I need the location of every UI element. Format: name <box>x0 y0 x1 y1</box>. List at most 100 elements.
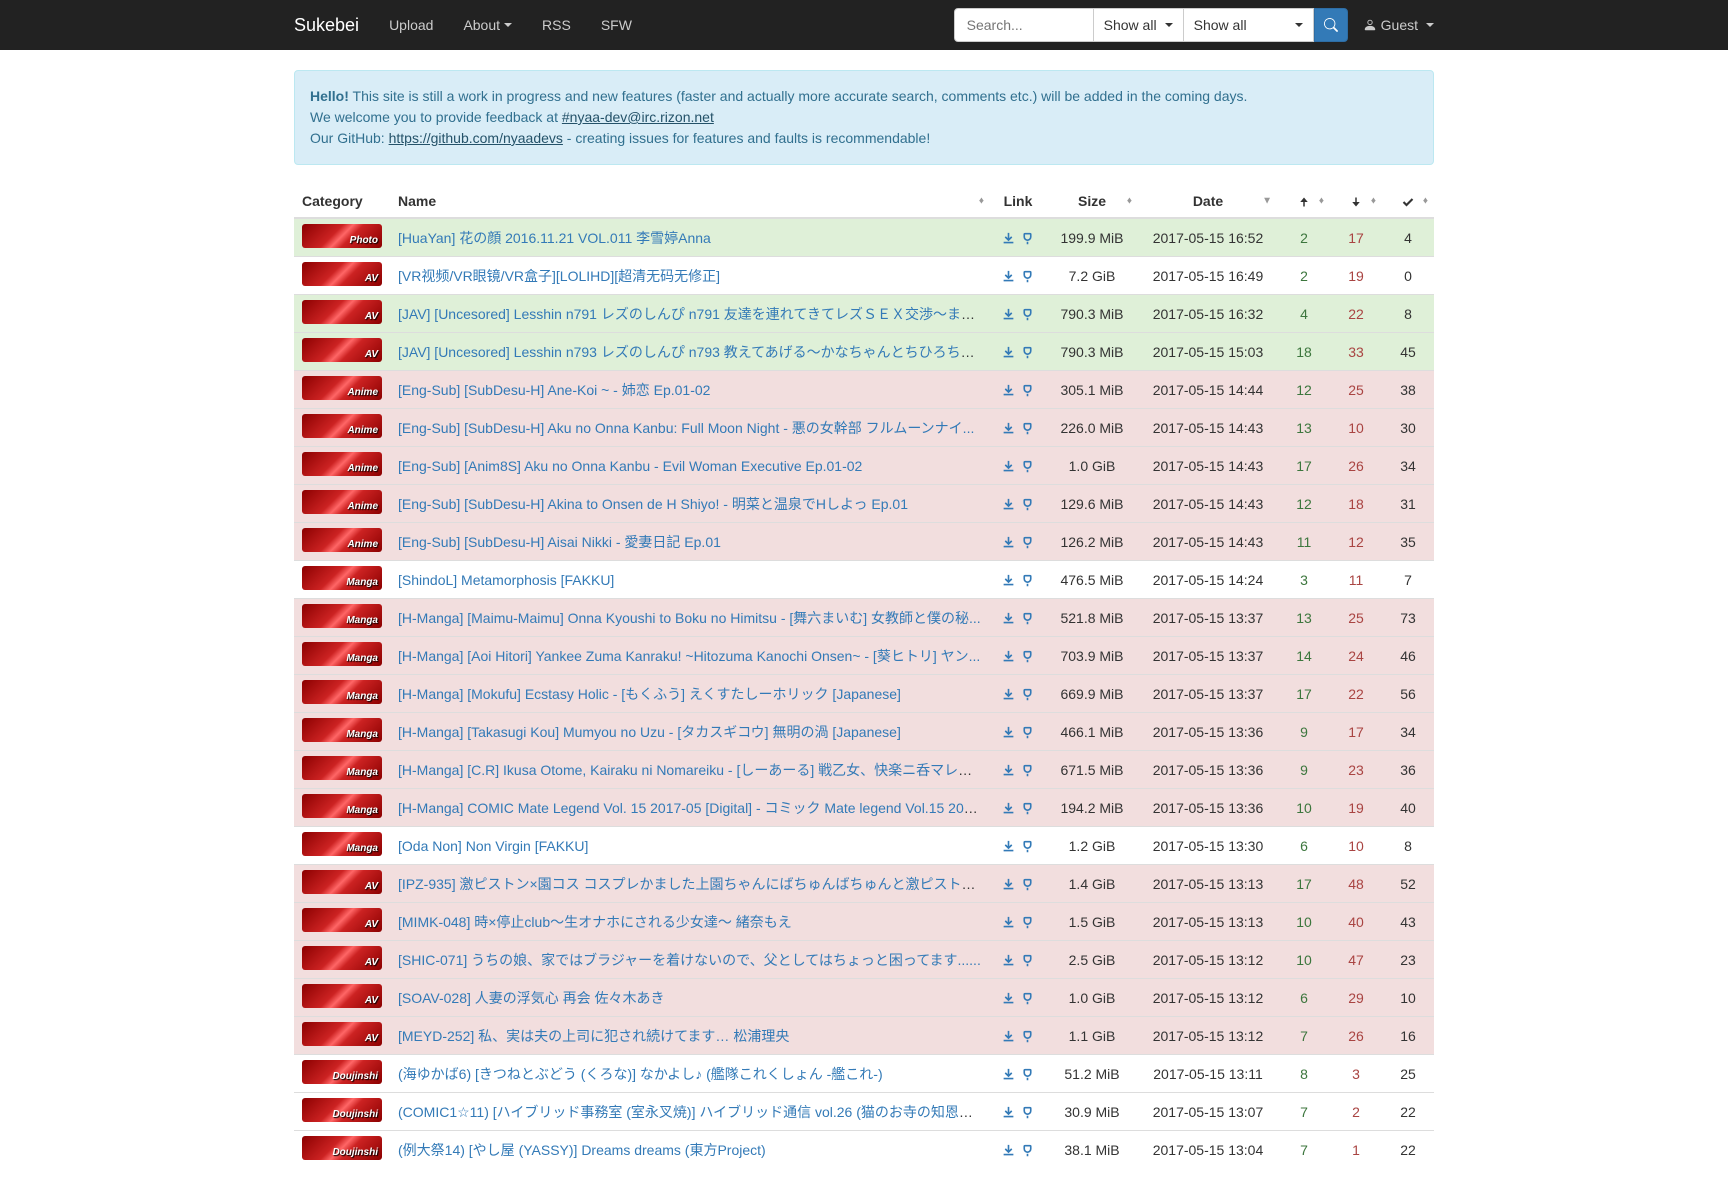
torrent-name-link[interactable]: [Eng-Sub] [SubDesu-H] Aisai Nikki - 愛妻日記… <box>398 534 721 550</box>
magnet-link[interactable] <box>1021 800 1034 816</box>
th-downloads[interactable]: ♦ <box>1382 185 1434 218</box>
torrent-name-link[interactable]: [SOAV-028] 人妻の浮気心 再会 佐々木あき <box>398 990 665 1006</box>
torrent-name-link[interactable]: [JAV] [Uncesored] Lesshin n791 レズのしんぴ n7… <box>398 306 987 322</box>
download-link[interactable] <box>1002 952 1015 968</box>
category-badge[interactable]: Anime <box>302 528 382 552</box>
magnet-link[interactable] <box>1021 990 1034 1006</box>
filter-select-1[interactable]: Show all <box>1094 8 1184 42</box>
torrent-name-link[interactable]: [MEYD-252] 私、実は夫の上司に犯され続けてます… 松浦理央 <box>398 1028 789 1044</box>
category-badge[interactable]: Doujinshi <box>302 1136 382 1160</box>
torrent-name-link[interactable]: (COMIC1☆11) [ハイブリッド事務室 (室永叉焼)] ハイブリッド通信 … <box>398 1104 985 1120</box>
category-badge[interactable]: Anime <box>302 490 382 514</box>
download-link[interactable] <box>1002 420 1015 436</box>
category-badge[interactable]: AV <box>302 908 382 932</box>
th-date[interactable]: Date▼ <box>1138 185 1278 218</box>
category-badge[interactable]: Manga <box>302 794 382 818</box>
torrent-name-link[interactable]: [Eng-Sub] [Anim8S] Aku no Onna Kanbu - E… <box>398 458 862 474</box>
filter-select-2[interactable]: Show all <box>1184 8 1314 42</box>
magnet-link[interactable] <box>1021 382 1034 398</box>
download-link[interactable] <box>1002 572 1015 588</box>
magnet-link[interactable] <box>1021 724 1034 740</box>
magnet-link[interactable] <box>1021 876 1034 892</box>
torrent-name-link[interactable]: [H-Manga] [C.R] Ikusa Otome, Kairaku ni … <box>398 762 984 778</box>
download-link[interactable] <box>1002 230 1015 246</box>
download-link[interactable] <box>1002 838 1015 854</box>
torrent-name-link[interactable]: (海ゆかば6) [きつねとぶどう (くろな)] なかよし♪ (艦隊これくしょん … <box>398 1066 883 1082</box>
category-badge[interactable]: AV <box>302 870 382 894</box>
download-link[interactable] <box>1002 268 1015 284</box>
magnet-link[interactable] <box>1021 610 1034 626</box>
category-badge[interactable]: Manga <box>302 604 382 628</box>
magnet-link[interactable] <box>1021 344 1034 360</box>
download-link[interactable] <box>1002 914 1015 930</box>
magnet-link[interactable] <box>1021 686 1034 702</box>
magnet-link[interactable] <box>1021 496 1034 512</box>
nav-about[interactable]: About <box>448 2 527 48</box>
download-link[interactable] <box>1002 382 1015 398</box>
category-badge[interactable]: Photo <box>302 224 382 248</box>
torrent-name-link[interactable]: [H-Manga] [Takasugi Kou] Mumyou no Uzu -… <box>398 724 901 740</box>
search-input[interactable] <box>954 8 1094 42</box>
torrent-name-link[interactable]: [MIMK-048] 時×停止club～生オナホにされる少女達～ 緒奈もえ <box>398 914 792 930</box>
guest-menu[interactable]: Guest <box>1348 2 1449 48</box>
magnet-link[interactable] <box>1021 268 1034 284</box>
magnet-link[interactable] <box>1021 1104 1034 1120</box>
download-link[interactable] <box>1002 762 1015 778</box>
download-link[interactable] <box>1002 648 1015 664</box>
magnet-link[interactable] <box>1021 1028 1034 1044</box>
github-link[interactable]: https://github.com/nyaadevs <box>389 130 563 146</box>
download-link[interactable] <box>1002 876 1015 892</box>
download-link[interactable] <box>1002 724 1015 740</box>
torrent-name-link[interactable]: [H-Manga] [Mokufu] Ecstasy Holic - [もくふう… <box>398 686 901 702</box>
magnet-link[interactable] <box>1021 572 1034 588</box>
th-seeders[interactable]: ♦ <box>1278 185 1330 218</box>
download-link[interactable] <box>1002 458 1015 474</box>
torrent-name-link[interactable]: [Eng-Sub] [SubDesu-H] Akina to Onsen de … <box>398 496 908 512</box>
category-badge[interactable]: AV <box>302 338 382 362</box>
download-link[interactable] <box>1002 1104 1015 1120</box>
category-badge[interactable]: AV <box>302 984 382 1008</box>
magnet-link[interactable] <box>1021 534 1034 550</box>
category-badge[interactable]: Manga <box>302 756 382 780</box>
download-link[interactable] <box>1002 1142 1015 1158</box>
category-badge[interactable]: Manga <box>302 566 382 590</box>
torrent-name-link[interactable]: [HuaYan] 花の顔 2016.11.21 VOL.011 李雪婷Anna <box>398 230 711 246</box>
torrent-name-link[interactable]: [ShindoL] Metamorphosis [FAKKU] <box>398 572 614 588</box>
torrent-name-link[interactable]: (例大祭14) [やし屋 (YASSY)] Dreams dreams (東方P… <box>398 1142 766 1158</box>
download-link[interactable] <box>1002 990 1015 1006</box>
download-link[interactable] <box>1002 1028 1015 1044</box>
magnet-link[interactable] <box>1021 648 1034 664</box>
download-link[interactable] <box>1002 344 1015 360</box>
download-link[interactable] <box>1002 610 1015 626</box>
th-category[interactable]: Category <box>294 185 390 218</box>
category-badge[interactable]: Anime <box>302 414 382 438</box>
category-badge[interactable]: Anime <box>302 452 382 476</box>
category-badge[interactable]: AV <box>302 1022 382 1046</box>
category-badge[interactable]: Anime <box>302 376 382 400</box>
torrent-name-link[interactable]: [Oda Non] Non Virgin [FAKKU] <box>398 838 588 854</box>
th-name[interactable]: Name♦ <box>390 185 990 218</box>
category-badge[interactable]: Manga <box>302 832 382 856</box>
torrent-name-link[interactable]: [H-Manga] [Maimu-Maimu] Onna Kyoushi to … <box>398 610 981 626</box>
download-link[interactable] <box>1002 306 1015 322</box>
torrent-name-link[interactable]: [SHIC-071] うちの娘、家ではブラジャーを着けないので、父としてはちょっ… <box>398 952 981 968</box>
nav-upload[interactable]: Upload <box>374 2 448 48</box>
magnet-link[interactable] <box>1021 952 1034 968</box>
category-badge[interactable]: AV <box>302 946 382 970</box>
torrent-name-link[interactable]: [H-Manga] COMIC Mate Legend Vol. 15 2017… <box>398 800 983 816</box>
search-button[interactable] <box>1314 8 1348 42</box>
magnet-link[interactable] <box>1021 306 1034 322</box>
brand-link[interactable]: Sukebei <box>279 0 374 51</box>
magnet-link[interactable] <box>1021 230 1034 246</box>
magnet-link[interactable] <box>1021 420 1034 436</box>
category-badge[interactable]: Manga <box>302 680 382 704</box>
magnet-link[interactable] <box>1021 914 1034 930</box>
magnet-link[interactable] <box>1021 1142 1034 1158</box>
download-link[interactable] <box>1002 534 1015 550</box>
magnet-link[interactable] <box>1021 458 1034 474</box>
category-badge[interactable]: Manga <box>302 718 382 742</box>
torrent-name-link[interactable]: [JAV] [Uncesored] Lesshin n793 レズのしんぴ n7… <box>398 344 986 360</box>
magnet-link[interactable] <box>1021 762 1034 778</box>
irc-link[interactable]: #nyaa-dev@irc.rizon.net <box>562 109 714 125</box>
th-size[interactable]: Size♦ <box>1046 185 1138 218</box>
